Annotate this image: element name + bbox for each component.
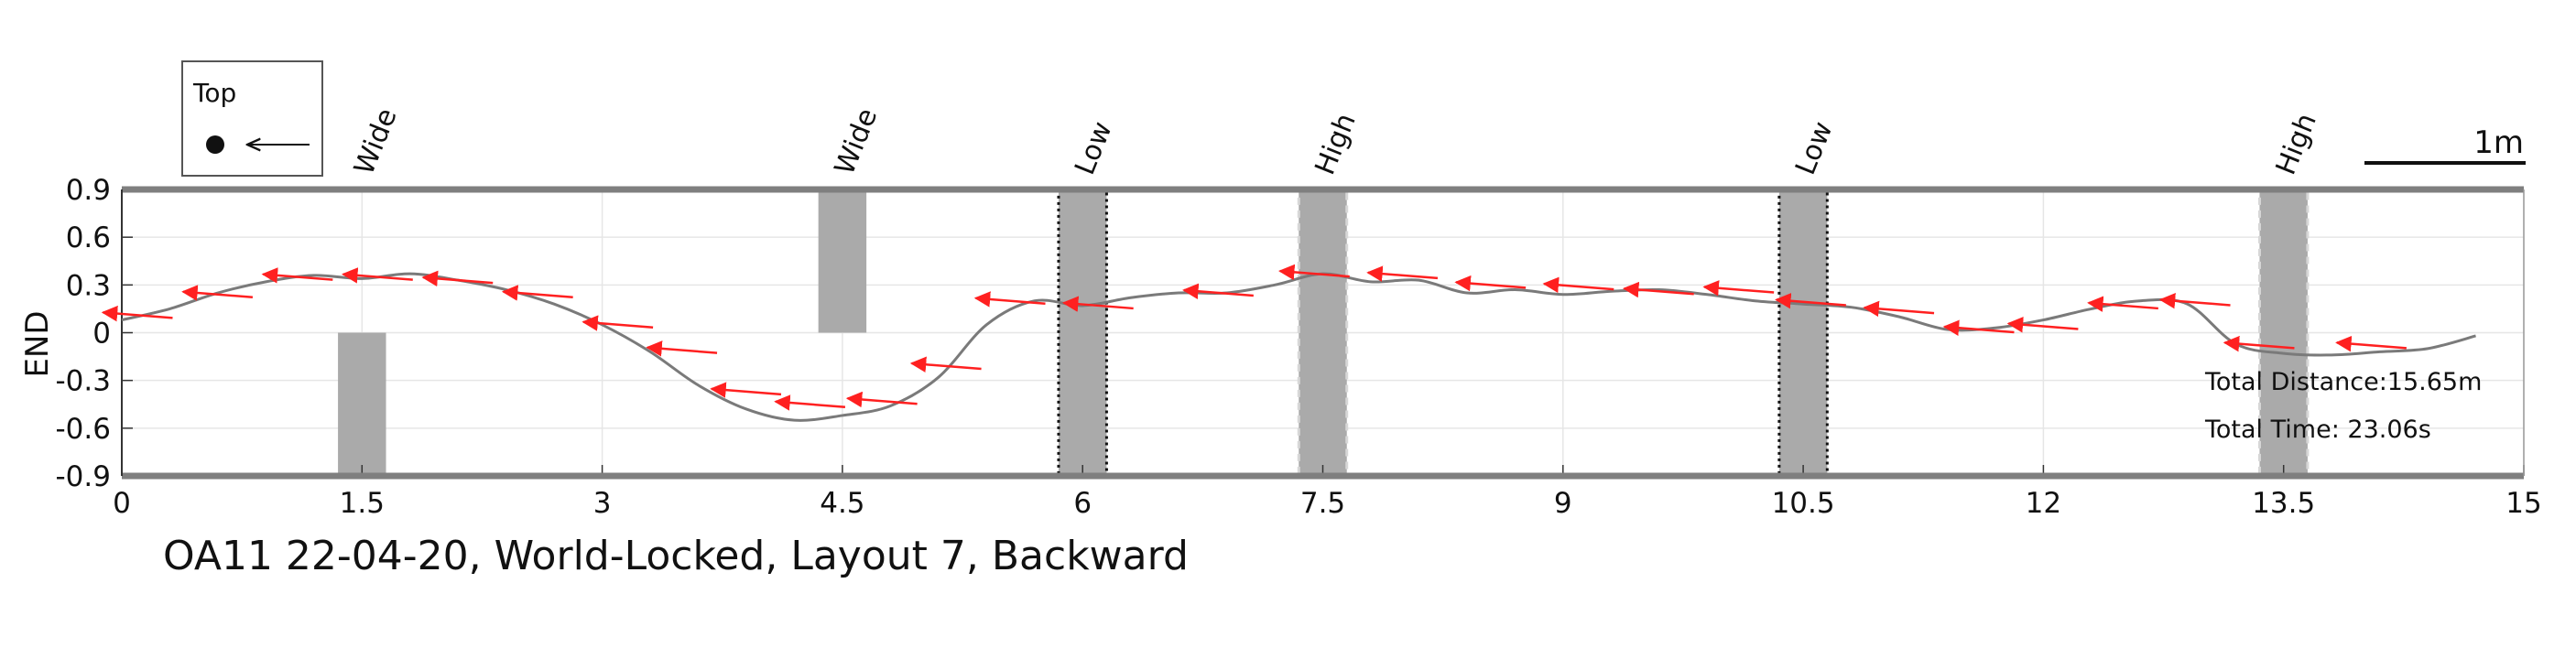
direction-arrow [1061, 296, 1134, 312]
direction-arrow [2087, 296, 2158, 312]
x-tick-label: 6 [1073, 487, 1092, 520]
direction-arrow [1942, 319, 2015, 336]
direction-arrow [101, 305, 173, 322]
y-tick-label: 0.9 [66, 174, 111, 207]
y-tick-label: -0.6 [56, 413, 112, 446]
direction-arrow [1366, 265, 1439, 282]
y-tick-label: -0.3 [56, 365, 112, 398]
direction-arrow [2158, 292, 2231, 309]
direction-arrow [2006, 317, 2079, 333]
direction-arrow [1622, 281, 1694, 298]
obstacle-wide [818, 189, 867, 333]
direction-arrow [845, 391, 918, 408]
scale-bar-label: 1m [2473, 124, 2524, 161]
axes-layer: 0 1.5 3 4.5 6 7.5 9 10.5 12 13.5 15 0.9 0.6 0.3 0 -0.3 -… [56, 174, 2542, 520]
obstacle-label: High [2270, 109, 2323, 179]
obstacle-low [1057, 188, 1108, 478]
obstacle-layer: Wide Wide Low High Low High [338, 103, 2323, 478]
direction-arrow [1702, 280, 1775, 297]
scale-bar: 1m [2364, 124, 2526, 165]
obstacle-wide [338, 332, 386, 476]
obstacle-high [1297, 188, 1349, 478]
direction-arrow [1182, 283, 1254, 299]
x-tick-label: 0 [113, 487, 131, 520]
x-tick-label: 15 [2505, 487, 2541, 520]
y-tick-label: 0.6 [66, 221, 111, 254]
obstacle-high [2257, 188, 2310, 478]
direction-arrow [421, 270, 494, 287]
obstacle-label: Low [1069, 117, 1119, 179]
direction-arrow [342, 267, 413, 284]
direction-arrow [1863, 300, 1935, 318]
x-tick-label: 9 [1554, 487, 1572, 520]
total-distance-label: Total Distance:15.65m [2204, 368, 2482, 396]
direction-arrow [181, 285, 254, 301]
direction-arrow [710, 382, 782, 398]
direction-arrow [1542, 276, 1614, 294]
obstacle-label: Wide [348, 103, 403, 179]
obstacle-label: Wide [829, 103, 884, 179]
direction-arrow [1278, 264, 1350, 281]
total-time-label: Total Time: 23.06s [2204, 416, 2431, 444]
direction-arrow [1454, 275, 1527, 292]
direction-arrow [261, 267, 333, 284]
legend-box [181, 60, 323, 177]
x-tick-label: 1.5 [340, 487, 385, 520]
direction-arrow [774, 394, 846, 411]
x-tick-label: 3 [593, 487, 612, 520]
y-tick-label: 0 [92, 318, 111, 351]
x-tick-label: 13.5 [2252, 487, 2315, 520]
y-tick-label: 0.3 [66, 269, 111, 302]
arrow-layer [101, 264, 2407, 411]
legend-label: Top [192, 78, 236, 108]
legend: Top [181, 60, 323, 177]
legend-dot-icon [206, 135, 224, 154]
direction-arrow [1775, 292, 1846, 309]
x-tick-label: 10.5 [1772, 487, 1835, 520]
x-tick-label: 4.5 [820, 487, 864, 520]
direction-arrow [646, 340, 718, 357]
chart-title: OA11 22-04-20, World-Locked, Layout 7, B… [163, 533, 1189, 579]
direction-arrow [582, 315, 654, 331]
direction-arrow [973, 291, 1046, 308]
obstacle-low [1777, 188, 1829, 478]
y-axis-label: END [19, 310, 56, 377]
x-tick-label: 7.5 [1300, 487, 1345, 520]
direction-arrow [2335, 335, 2407, 352]
direction-arrow [2223, 335, 2295, 352]
y-tick-label: -0.9 [56, 460, 112, 493]
direction-arrow [501, 285, 573, 301]
direction-arrow [909, 356, 982, 373]
obstacle-label: Low [1789, 117, 1840, 179]
x-tick-label: 12 [2026, 487, 2061, 520]
obstacle-label: High [1309, 109, 1362, 179]
